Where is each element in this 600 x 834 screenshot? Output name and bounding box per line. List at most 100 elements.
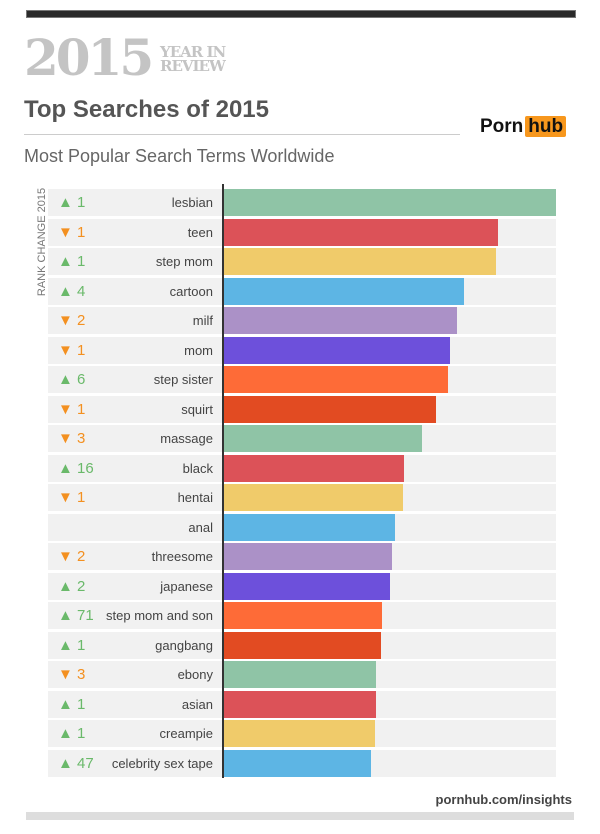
rank-change-up: ▲ 1 [58,696,85,713]
bar [224,602,383,629]
chart-row: ▲ 16 black [48,454,556,482]
bar [224,248,496,275]
tag-line-1: YEAR IN [160,43,226,61]
tick-label: step mom [155,254,213,269]
chart-row: ▼ 1 mom [48,336,556,364]
tick-label: ebony [177,667,213,682]
arrow-down-icon: ▼ [58,489,78,506]
rank-change-value: 1 [77,194,86,211]
tick-label: cartoon [169,283,213,299]
arrow-up-icon: ▲ [58,194,78,211]
rank-change-up: ▲ 71 [58,607,94,624]
arrow-down-icon: ▼ [58,312,78,329]
arrow-up-icon: ▲ [58,725,78,742]
rank-change-value: 1 [77,695,86,713]
rank-change-up: ▲ 47 [58,755,94,772]
rank-change-up: ▲ 16 [58,460,94,477]
arrow-up-icon: ▲ [58,459,78,477]
rank-change-value: 47 [77,754,94,772]
rank-change-down: ▼ 1 [58,489,85,506]
tick-label: step sister [153,372,213,387]
arrow-down-icon: ▼ [58,548,78,565]
bar [224,484,403,511]
bottom-bar [26,812,574,820]
rank-change-value: 6 [77,371,86,388]
chart-row: ▼ 2 milf [48,307,556,334]
arrow-up-icon: ▲ [58,636,78,654]
top-bar [26,10,576,18]
arrow-up-icon: ▲ [58,282,78,300]
divider [24,134,460,135]
rank-change-value: 2 [77,312,86,329]
logo-text: Porn [480,116,524,137]
rank-change-down: ▼ 1 [58,224,85,241]
rank-change-value: 71 [77,607,94,624]
bar [224,513,395,541]
chart-row: anal [48,513,556,541]
chart-row: ▲ 1 lesbian [48,189,556,216]
rank-change-label: RANK CHANGE 2015 [36,187,48,297]
arrow-up-icon: ▲ [58,607,78,624]
chart-row: ▲ 6 step sister [48,366,556,393]
chart-row: ▼ 3 massage [48,425,556,452]
chart-row: ▲ 47 celebrity sex tape [48,749,556,777]
rank-change-value: 2 [77,548,86,565]
rank-change-up: ▲ 1 [58,253,85,270]
chart-row: ▼ 1 teen [48,218,556,246]
arrow-down-icon: ▼ [58,341,78,359]
tick-label: lesbian [171,195,213,210]
bar [224,395,437,423]
rank-change-down: ▼ 3 [58,666,85,683]
bar [224,277,465,305]
chart-row: ▲ 1 creampie [48,720,556,747]
year-heading: 2015 [24,28,154,87]
chart-row: ▼ 1 hentai [48,484,556,511]
tick-label: mom [184,342,213,358]
chart-row: ▼ 1 squirt [48,395,556,423]
bar [224,425,422,452]
arrow-up-icon: ▲ [58,695,78,713]
tick-label: massage [160,431,213,446]
chart-row: ▲ 1 asian [48,690,556,718]
rank-change-value: 3 [77,666,86,683]
logo-badge: hub [525,116,567,137]
arrow-down-icon: ▼ [58,430,78,447]
chart-row: ▲ 71 step mom and son [48,602,556,629]
tag-line-2: REVIEW [160,57,226,75]
bar [224,749,372,777]
rank-change-down: ▼ 2 [58,312,85,329]
tick-label: asian [181,696,213,712]
tick-label: celebrity sex tape [111,755,213,771]
rank-change-down: ▼ 2 [58,548,85,565]
rank-change-up: ▲ 1 [58,194,85,211]
bar [224,366,449,393]
rank-change-value: 1 [77,636,86,654]
bar [224,572,390,600]
rank-change-down: ▼ 1 [58,401,85,418]
rank-change-down: ▼ 3 [58,430,85,447]
rank-change-value: 3 [77,430,86,447]
rank-change-up: ▲ 1 [58,637,85,654]
chart-row: ▲ 2 japanese [48,572,556,600]
bar [224,661,377,688]
chart-row: ▼ 2 threesome [48,543,556,570]
logo: Porn hub [480,116,567,138]
arrow-up-icon: ▲ [58,371,78,388]
rank-change-value: 16 [77,459,94,477]
rank-change-up: ▲ 1 [58,725,85,742]
chart-row: ▲ 1 gangbang [48,631,556,659]
rank-change-value: 1 [77,725,86,742]
tick-label: anal [188,519,213,535]
tick-label: threesome [151,549,213,564]
footer-url[interactable]: pornhub.com/insights [435,792,573,807]
rank-change-value: 1 [77,223,86,241]
bar [224,454,404,482]
rank-change-value: 1 [77,400,86,418]
year-in-review-tag: YEAR IN REVIEW [160,43,226,75]
page-title: Top Searches of 2015 [24,96,269,123]
arrow-down-icon: ▼ [58,400,78,418]
bar [224,631,382,659]
tick-label: hentai [177,490,213,505]
bar [224,218,498,246]
bar [224,690,377,718]
